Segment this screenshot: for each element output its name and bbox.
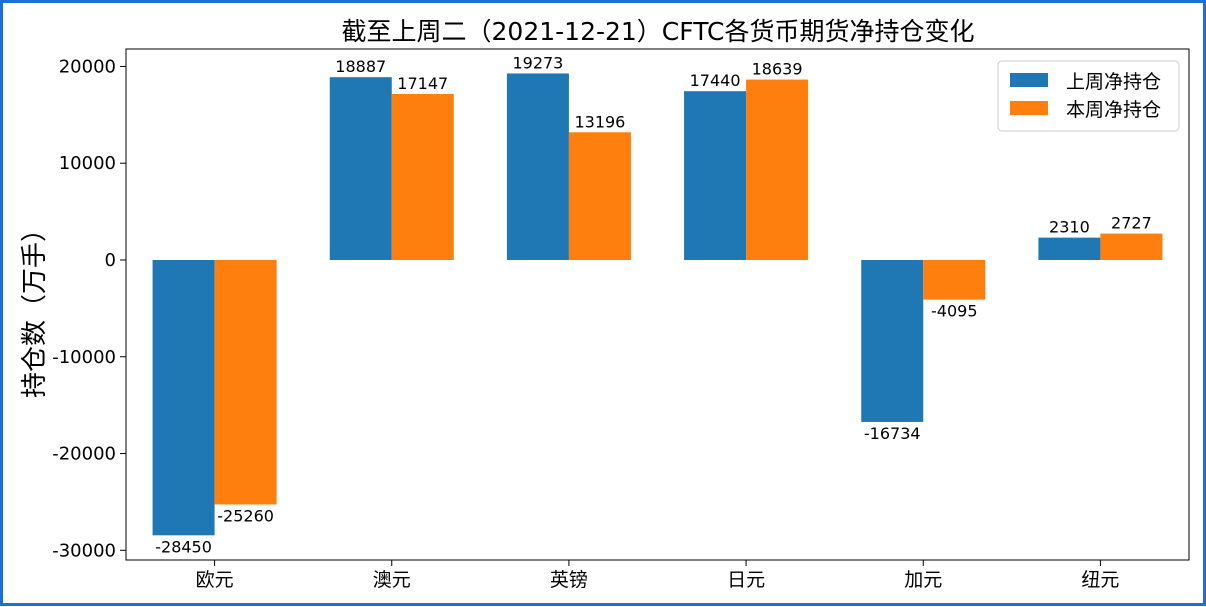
legend-label: 上周净持仓 bbox=[1066, 71, 1161, 93]
data-label: 18887 bbox=[335, 57, 386, 76]
x-tick-label: 加元 bbox=[904, 569, 942, 591]
legend-swatch bbox=[1010, 73, 1048, 87]
x-tick-label: 澳元 bbox=[373, 569, 411, 591]
data-label: 17147 bbox=[397, 74, 448, 93]
y-tick-label: 10000 bbox=[59, 153, 116, 174]
bar bbox=[152, 259, 215, 536]
x-tick-label: 日元 bbox=[727, 569, 765, 591]
x-tick-label: 纽元 bbox=[1081, 569, 1119, 591]
data-label: 19273 bbox=[512, 53, 563, 72]
data-label: 13196 bbox=[574, 112, 625, 131]
bar bbox=[1038, 237, 1101, 260]
data-label: 2310 bbox=[1049, 218, 1090, 237]
plot-area: -28450 18887 19273 17440 -16734 2310 -25260 171… bbox=[52, 48, 1190, 591]
data-label: 18639 bbox=[752, 60, 803, 79]
data-label: 2727 bbox=[1111, 214, 1152, 233]
legend-label: 本周净持仓 bbox=[1066, 99, 1161, 121]
bar bbox=[391, 94, 454, 260]
bar bbox=[746, 79, 809, 260]
y-tick-label: -10000 bbox=[52, 347, 116, 368]
chart-title: 截至上周二（2021-12-21）CFTC各货币期货净持仓变化 bbox=[342, 17, 975, 46]
y-tick-label: 0 bbox=[105, 250, 116, 271]
x-tick-label: 欧元 bbox=[196, 569, 234, 591]
bar bbox=[684, 91, 747, 260]
bar bbox=[923, 259, 986, 300]
y-tick-label: -30000 bbox=[52, 540, 116, 561]
bar bbox=[568, 132, 631, 260]
y-tick-label: -20000 bbox=[52, 444, 116, 465]
bar bbox=[1100, 233, 1163, 260]
x-tick-label: 英镑 bbox=[550, 569, 588, 591]
data-label: -28450 bbox=[155, 537, 212, 556]
bar bbox=[861, 259, 924, 422]
axes-frame bbox=[125, 48, 1190, 561]
bar bbox=[329, 77, 392, 260]
bar bbox=[214, 259, 277, 505]
data-label: -16734 bbox=[864, 424, 921, 443]
data-label: -25260 bbox=[217, 506, 274, 525]
y-axis-label: 持仓数（万手） bbox=[20, 216, 50, 398]
bar-chart: 截至上周二（2021-12-21）CFTC各货币期货净持仓变化 持仓数（万手） … bbox=[20, 17, 1190, 591]
data-label: 17440 bbox=[690, 71, 741, 90]
y-tick-label: 20000 bbox=[59, 56, 116, 77]
bar bbox=[506, 73, 569, 260]
legend-swatch bbox=[1010, 101, 1048, 115]
data-label: -4095 bbox=[931, 302, 978, 321]
